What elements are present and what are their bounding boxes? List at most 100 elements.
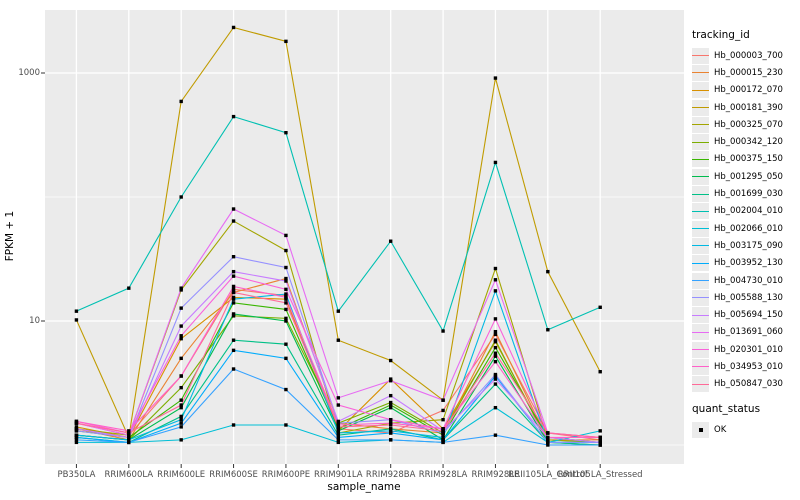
x-tick-label: RRII105LA_Control bbox=[508, 470, 588, 480]
legend-color-line-icon bbox=[692, 176, 709, 178]
legend-color-line-icon bbox=[692, 280, 709, 281]
data-point bbox=[441, 433, 445, 437]
data-point bbox=[336, 438, 341, 442]
legend-item: Hb_003952_130 bbox=[692, 255, 798, 272]
y-tick-label: 1000 bbox=[18, 68, 40, 78]
data-point bbox=[284, 292, 288, 296]
data-point bbox=[336, 431, 341, 435]
data-point bbox=[179, 195, 183, 199]
legend-color-line-icon bbox=[692, 210, 709, 212]
data-point bbox=[441, 417, 445, 422]
data-point bbox=[231, 25, 236, 30]
x-tick-label: RRIM928LE bbox=[471, 470, 520, 480]
data-point bbox=[284, 342, 288, 346]
data-point bbox=[336, 427, 341, 431]
legend-key bbox=[692, 186, 709, 203]
x-tick-label: RRIM600PE bbox=[261, 470, 311, 480]
data-point bbox=[336, 425, 341, 429]
data-point bbox=[441, 429, 445, 433]
data-point bbox=[493, 160, 498, 165]
x-tick-label: RRIM600LE bbox=[157, 470, 206, 480]
legend-key bbox=[692, 324, 709, 341]
data-point bbox=[284, 307, 288, 312]
legend-key bbox=[692, 151, 709, 168]
legend-key bbox=[692, 376, 709, 393]
data-point bbox=[493, 278, 498, 282]
data-point bbox=[179, 398, 183, 402]
x-tick-label: PB350LA bbox=[57, 470, 96, 480]
legend: tracking_id Hb_000003_700 Hb_000015_230 Hb… bbox=[692, 28, 798, 438]
data-point bbox=[388, 417, 393, 422]
data-point bbox=[441, 438, 445, 442]
data-point bbox=[388, 421, 393, 425]
legend-item: Hb_005694_150 bbox=[692, 306, 798, 324]
legend-key bbox=[692, 116, 709, 133]
legend-item: Hb_013691_060 bbox=[692, 324, 798, 341]
legend-color-line-icon bbox=[692, 297, 709, 299]
data-point bbox=[284, 279, 288, 283]
data-point bbox=[284, 276, 288, 281]
data-point bbox=[546, 269, 550, 274]
data-point bbox=[598, 438, 602, 442]
data-point bbox=[388, 379, 393, 383]
data-point bbox=[74, 440, 79, 445]
quant-legend-items: OK bbox=[692, 421, 798, 438]
data-point bbox=[179, 324, 183, 328]
data-point bbox=[493, 266, 498, 271]
data-point bbox=[388, 400, 393, 405]
legend-item: Hb_000342_120 bbox=[692, 133, 798, 151]
quant-status-section: quant_status OK bbox=[692, 402, 798, 438]
data-point bbox=[284, 265, 288, 270]
data-point bbox=[179, 356, 183, 361]
data-point bbox=[284, 39, 288, 44]
legend-item: Hb_034953_010 bbox=[692, 358, 798, 375]
data-point bbox=[284, 287, 288, 292]
data-point bbox=[493, 76, 498, 80]
x-tick-label: RRIM600SE bbox=[209, 470, 258, 480]
data-point bbox=[546, 443, 550, 447]
legend-item-label: Hb_050847_030 bbox=[714, 379, 783, 390]
data-point bbox=[231, 295, 236, 300]
data-point bbox=[231, 287, 236, 292]
legend-item-label: Hb_000181_390 bbox=[714, 102, 783, 113]
data-point bbox=[179, 425, 183, 429]
data-point bbox=[388, 429, 393, 433]
data-point bbox=[74, 425, 79, 429]
legend-key bbox=[692, 341, 709, 358]
data-point bbox=[493, 351, 498, 355]
legend-color-line-icon bbox=[692, 228, 709, 230]
data-point bbox=[388, 405, 393, 410]
data-point bbox=[127, 438, 131, 442]
legend-title-tracking-id: tracking_id bbox=[692, 29, 750, 41]
legend-item-label: Hb_003175_090 bbox=[714, 240, 783, 251]
data-point bbox=[388, 403, 393, 407]
data-point bbox=[74, 429, 79, 433]
data-point bbox=[179, 374, 183, 378]
legend-item: Hb_002004_010 bbox=[692, 203, 798, 220]
data-point bbox=[336, 429, 341, 433]
data-point bbox=[493, 359, 498, 364]
data-point bbox=[598, 440, 602, 445]
legend-title-quant-status: quant_status bbox=[692, 402, 761, 415]
black-square-point-icon bbox=[698, 427, 703, 432]
data-point bbox=[336, 396, 341, 400]
legend-item-label: Hb_020301_010 bbox=[714, 344, 783, 355]
data-point bbox=[179, 306, 183, 310]
data-point bbox=[127, 429, 131, 433]
data-point bbox=[598, 443, 602, 447]
legend-key bbox=[692, 255, 709, 272]
data-point bbox=[284, 233, 288, 238]
legend-item-label: Hb_003952_130 bbox=[714, 258, 783, 269]
data-point bbox=[493, 289, 498, 293]
legend-key bbox=[692, 203, 709, 220]
legend-item: Hb_005588_130 bbox=[692, 289, 798, 306]
data-point bbox=[546, 438, 550, 442]
legend-color-line-icon bbox=[692, 141, 709, 143]
data-point bbox=[74, 419, 79, 424]
legend-color-line-icon bbox=[692, 366, 709, 368]
data-point bbox=[493, 405, 498, 410]
data-point bbox=[388, 423, 393, 427]
data-point bbox=[231, 269, 236, 274]
data-point bbox=[546, 435, 550, 440]
